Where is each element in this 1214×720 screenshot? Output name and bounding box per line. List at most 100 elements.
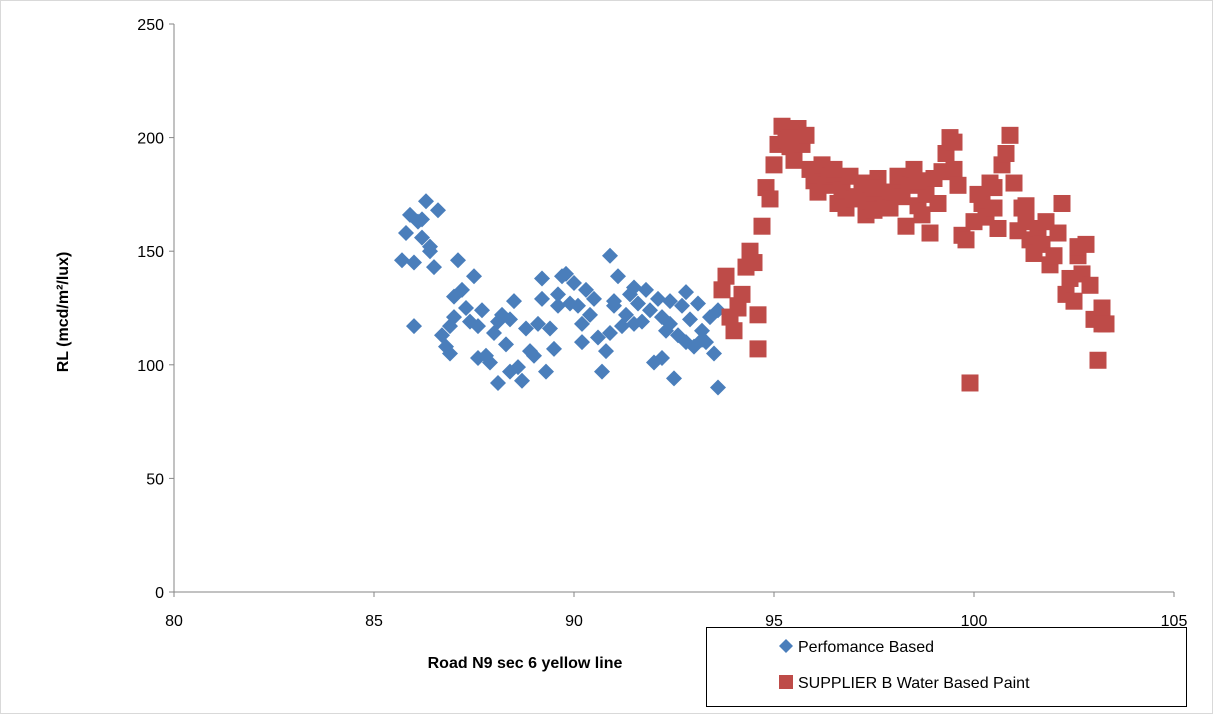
data-point-supplier-b xyxy=(1065,292,1083,310)
data-point-perfomance-based xyxy=(502,311,518,328)
data-point-perfomance-based xyxy=(458,300,474,316)
data-point-supplier-b xyxy=(1089,351,1107,369)
data-point-supplier-b xyxy=(985,179,1003,197)
x-axis-title: Road N9 sec 6 yellow line xyxy=(428,655,623,672)
data-point-supplier-b xyxy=(1069,238,1087,256)
data-point-supplier-b xyxy=(945,160,963,178)
y-axis-ticks: 0 50 100 150 200 250 xyxy=(137,17,174,602)
data-point-supplier-b xyxy=(945,133,963,151)
data-point-supplier-b xyxy=(749,306,767,324)
data-point-perfomance-based xyxy=(594,363,610,380)
data-point-perfomance-based xyxy=(398,225,414,242)
data-point-perfomance-based xyxy=(422,238,438,255)
data-point-perfomance-based xyxy=(634,313,650,330)
x-tick-label: 100 xyxy=(961,613,988,630)
data-point-perfomance-based xyxy=(526,347,542,364)
data-point-supplier-b xyxy=(921,224,939,242)
data-point-supplier-b xyxy=(1005,174,1023,192)
data-point-perfomance-based xyxy=(618,306,634,323)
data-point-perfomance-based xyxy=(706,345,722,362)
data-point-supplier-b xyxy=(1081,276,1099,294)
x-tick-label: 90 xyxy=(565,613,583,630)
data-point-perfomance-based xyxy=(666,370,682,387)
data-point-supplier-b xyxy=(909,172,927,190)
legend-label-supplier-b: SUPPLIER B Water Based Paint xyxy=(798,675,1030,692)
data-point-supplier-b xyxy=(961,374,979,392)
y-tick-label: 0 xyxy=(155,585,164,602)
data-point-supplier-b xyxy=(713,281,731,299)
data-point-supplier-b xyxy=(1049,224,1067,242)
data-point-perfomance-based xyxy=(574,334,590,351)
data-point-supplier-b xyxy=(745,254,763,272)
data-point-supplier-b xyxy=(749,340,767,358)
data-point-perfomance-based xyxy=(602,247,618,264)
data-point-perfomance-based xyxy=(586,290,602,307)
data-point-perfomance-based xyxy=(626,279,642,296)
data-point-perfomance-based xyxy=(406,254,422,271)
data-point-supplier-b xyxy=(897,217,915,235)
data-point-perfomance-based xyxy=(582,306,598,323)
data-point-supplier-b xyxy=(1053,194,1071,212)
data-point-supplier-b xyxy=(929,194,947,212)
data-point-perfomance-based xyxy=(678,284,694,301)
data-point-perfomance-based xyxy=(578,281,594,298)
data-point-perfomance-based xyxy=(466,268,482,285)
legend: Perfomance Based SUPPLIER B Water Based … xyxy=(706,627,1187,707)
data-point-supplier-b xyxy=(949,176,967,194)
data-point-perfomance-based xyxy=(710,379,726,396)
data-point-supplier-b xyxy=(781,129,799,147)
y-tick-label: 50 xyxy=(146,471,164,488)
data-point-supplier-b xyxy=(797,126,815,144)
data-point-supplier-b xyxy=(761,190,779,208)
data-point-perfomance-based xyxy=(474,302,490,319)
data-point-perfomance-based xyxy=(602,324,618,341)
data-point-perfomance-based xyxy=(606,297,622,314)
data-point-perfomance-based xyxy=(394,252,410,269)
data-point-perfomance-based xyxy=(662,293,678,310)
data-point-supplier-b xyxy=(765,156,783,174)
data-point-perfomance-based xyxy=(694,331,710,348)
data-point-perfomance-based xyxy=(470,318,486,335)
data-point-perfomance-based xyxy=(654,349,670,366)
plot-area-marks xyxy=(394,117,1115,396)
data-point-supplier-b xyxy=(1017,197,1035,215)
data-point-supplier-b xyxy=(729,299,747,317)
y-tick-label: 250 xyxy=(137,17,164,34)
data-point-supplier-b xyxy=(717,267,735,285)
data-point-perfomance-based xyxy=(530,315,546,332)
data-point-perfomance-based xyxy=(534,290,550,307)
data-point-perfomance-based xyxy=(418,193,434,210)
data-point-supplier-b xyxy=(913,206,931,224)
data-point-perfomance-based xyxy=(514,372,530,389)
data-point-perfomance-based xyxy=(426,259,442,276)
data-point-perfomance-based xyxy=(662,315,678,332)
x-tick-label: 105 xyxy=(1161,613,1188,630)
data-point-perfomance-based xyxy=(674,297,690,314)
data-point-supplier-b xyxy=(1001,126,1019,144)
data-point-perfomance-based xyxy=(590,329,606,346)
x-axis-ticks: 80 85 90 95 100 105 xyxy=(165,592,1187,630)
data-point-supplier-b xyxy=(733,285,751,303)
data-point-perfomance-based xyxy=(534,270,550,287)
data-point-perfomance-based xyxy=(506,293,522,310)
data-point-perfomance-based xyxy=(414,229,430,246)
data-point-supplier-b xyxy=(957,231,975,249)
data-point-supplier-b xyxy=(753,217,771,235)
y-axis-title: RL (mcd/m²/lux) xyxy=(55,252,72,373)
legend-label-perfomance-based: Perfomance Based xyxy=(798,639,934,656)
data-point-supplier-b xyxy=(985,199,1003,217)
data-point-perfomance-based xyxy=(406,318,422,335)
data-point-perfomance-based xyxy=(598,343,614,360)
x-tick-label: 85 xyxy=(365,613,383,630)
data-point-perfomance-based xyxy=(454,281,470,298)
data-point-perfomance-based xyxy=(630,295,646,312)
data-point-perfomance-based xyxy=(682,311,698,328)
data-point-perfomance-based xyxy=(566,275,582,292)
x-tick-label: 80 xyxy=(165,613,183,630)
data-point-perfomance-based xyxy=(690,295,706,312)
data-point-perfomance-based xyxy=(518,320,534,337)
data-point-supplier-b xyxy=(865,179,883,197)
y-tick-label: 150 xyxy=(137,244,164,261)
